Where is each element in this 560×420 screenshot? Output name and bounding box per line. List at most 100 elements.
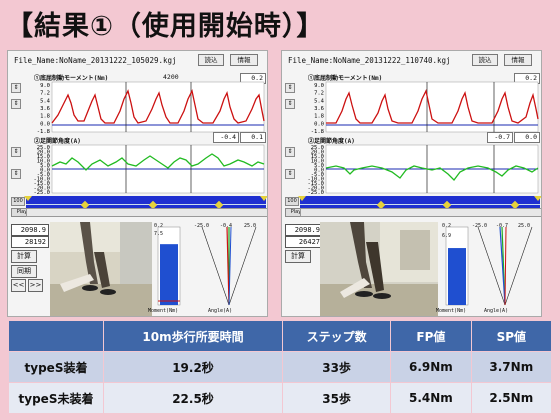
info-button[interactable]: 情報 (230, 54, 258, 66)
moment-bar (160, 244, 178, 305)
table-cell: 33歩 (281, 351, 392, 383)
gauge-tick-min: -25.0 (472, 223, 488, 229)
moment-bar-gauge (440, 223, 478, 308)
y-tick-label: 0.0 (314, 121, 324, 127)
table-cell: 6.9Nm (390, 351, 472, 383)
moment-down-control[interactable]: ⇕ (11, 99, 21, 109)
y-tick-label: -25.0 (307, 190, 324, 194)
playback-slider[interactable] (26, 208, 267, 217)
info-button[interactable]: 情報 (504, 54, 532, 66)
y-tick-label: -5.0 (37, 172, 50, 178)
y-tick-label: -20.0 (33, 186, 50, 192)
moment-unit-label: Moment(Nm) (148, 308, 179, 314)
angle-y-axis: 25.020.015.010.05.00.0-5.0-10.0-15.0-20.… (307, 145, 324, 194)
prev-button[interactable]: << (11, 279, 26, 292)
moment-down-control[interactable]: ⇕ (285, 99, 295, 109)
table-header-cell: FP値 (390, 320, 472, 352)
moment-y-axis: 9.0 7.25.4 3.6 1.80.0 -1.8 (311, 83, 325, 133)
gauge-tick-min: -25.0 (194, 223, 210, 229)
angle-down-control[interactable]: ⇕ (11, 169, 21, 179)
angle-graph-title: ②足関節角度(A) (34, 138, 81, 145)
angle-graph: 25.020.015.010.05.00.0-5.0-10.0-15.0-20.… (33, 144, 265, 194)
table-cell: typeS未装着 (8, 382, 104, 414)
frame-value-box: 28192 (11, 236, 49, 248)
table-row: typeS装着 19.2秒 33歩 6.9Nm 3.7Nm (8, 351, 553, 383)
table-header-row: 10m歩行所要時間 ステップ数 FP値 SP値 (8, 320, 553, 352)
y-tick-label: 15.0 (311, 154, 324, 160)
y-tick-label: 7.2 (314, 91, 324, 97)
angle-up-control[interactable]: ⇕ (11, 147, 21, 157)
file-name-label: File_Name:NoName_20131222_110740.kgj (288, 56, 451, 65)
table-cell: 3.7Nm (470, 351, 553, 383)
bar-value-label: 7.5 (154, 231, 164, 237)
playback-slider[interactable] (300, 208, 541, 217)
angle-gauge (201, 226, 257, 306)
next-button[interactable]: >> (28, 279, 43, 292)
y-tick-label: -10.0 (307, 177, 324, 183)
load-button[interactable]: 読込 (472, 54, 498, 66)
y-tick-label: 5.4 (40, 98, 51, 104)
table-header-cell: 10m歩行所要時間 (103, 320, 283, 352)
y-tick-label: -1.8 (311, 129, 324, 133)
angle-down-control[interactable]: ⇕ (285, 169, 295, 179)
table-cell: 2.5Nm (470, 382, 553, 414)
moment-graph: 9.0 7.25.4 3.6 1.80.0 -1.8 (311, 81, 539, 133)
y-tick-label: 1.8 (314, 114, 324, 120)
time-value-box: 2098.9 (11, 224, 49, 236)
slide-title: 【結果①（使用開始時）】 (6, 11, 325, 42)
moment-up-control[interactable]: ⇕ (285, 83, 295, 93)
y-tick-label: 0.0 (40, 168, 50, 174)
y-tick-label: 20.0 (311, 150, 324, 156)
y-tick-label: -25.0 (33, 190, 50, 194)
angle-value-box-2: 0.1 (240, 132, 266, 143)
load-button[interactable]: 読込 (198, 54, 224, 66)
calc-button[interactable]: 計算 (285, 250, 311, 263)
y-tick-label: 5.4 (314, 98, 325, 104)
y-tick-label: -15.0 (307, 181, 324, 187)
moment-up-control[interactable]: ⇕ (11, 83, 21, 93)
sync-button[interactable]: 同期 (11, 265, 37, 278)
y-tick-label: 0.0 (40, 121, 50, 127)
moment-bar-gauge (152, 223, 190, 308)
angle-y-axis: 25.020.015.010.05.00.0-5.0-10.0-15.0-20.… (33, 145, 50, 194)
y-tick-label: 5.0 (314, 163, 324, 169)
timeline-start-marker[interactable] (298, 196, 306, 201)
left-analysis-window: File_Name:NoName_20131222_105029.kgj 読込 … (7, 50, 268, 317)
bar-top-label: 0.2 (442, 223, 452, 229)
right-analysis-window: File_Name:NoName_20131222_110740.kgj 読込 … (281, 50, 542, 317)
y-tick-label: 0.0 (314, 168, 324, 174)
y-tick-label: 9.0 (314, 83, 324, 89)
y-tick-label: 10.0 (37, 159, 50, 165)
moment-y-axis: 9.0 7.25.4 3.6 1.80.0 -1.8 (37, 83, 51, 133)
y-tick-label: 20.0 (37, 150, 50, 156)
timeline-start-marker[interactable] (24, 196, 32, 201)
y-tick-label: 25.0 (37, 145, 50, 151)
angle-line (51, 153, 265, 171)
counter-value: 4200 (163, 73, 179, 81)
result-table: 10m歩行所要時間 ステップ数 FP値 SP値 typeS装着 19.2秒 33… (8, 320, 553, 414)
timeline-end-marker[interactable] (534, 196, 541, 201)
angle-graph: 25.020.015.010.05.00.0-5.0-10.0-15.0-20.… (307, 144, 539, 194)
time-value-box: 2098.9 (285, 224, 323, 236)
gauge-tick-mid: -0.7 (496, 223, 509, 229)
gauge-tick-max: 25.0 (244, 223, 257, 229)
table-row: typeS未装着 22.5秒 35歩 5.4Nm 2.5Nm (8, 382, 553, 414)
y-tick-label: 1.8 (40, 114, 50, 120)
zoom-value[interactable]: 100 (285, 197, 299, 206)
y-tick-label: -10.0 (33, 177, 50, 183)
y-tick-label: 3.6 (314, 106, 324, 112)
timeline-end-marker[interactable] (260, 196, 267, 201)
gauge-tick-mid: -0.4 (220, 223, 233, 229)
gauge-tick-max: 25.0 (518, 223, 531, 229)
angle-unit-label: Angle(A) (484, 308, 509, 314)
angle-up-control[interactable]: ⇕ (285, 147, 295, 157)
y-tick-label: 3.6 (40, 106, 50, 112)
walking-video-frame (50, 222, 152, 316)
zoom-value[interactable]: 100 (11, 197, 25, 206)
y-tick-label: -20.0 (307, 186, 324, 192)
angle-value-box-1: -0.7 (487, 132, 513, 143)
table-cell: 5.4Nm (390, 382, 472, 414)
y-tick-label: 25.0 (311, 145, 324, 151)
moment-graph-title: ①底屈制動モーメント(Nm) (308, 75, 383, 82)
calc-button[interactable]: 計算 (11, 250, 37, 263)
